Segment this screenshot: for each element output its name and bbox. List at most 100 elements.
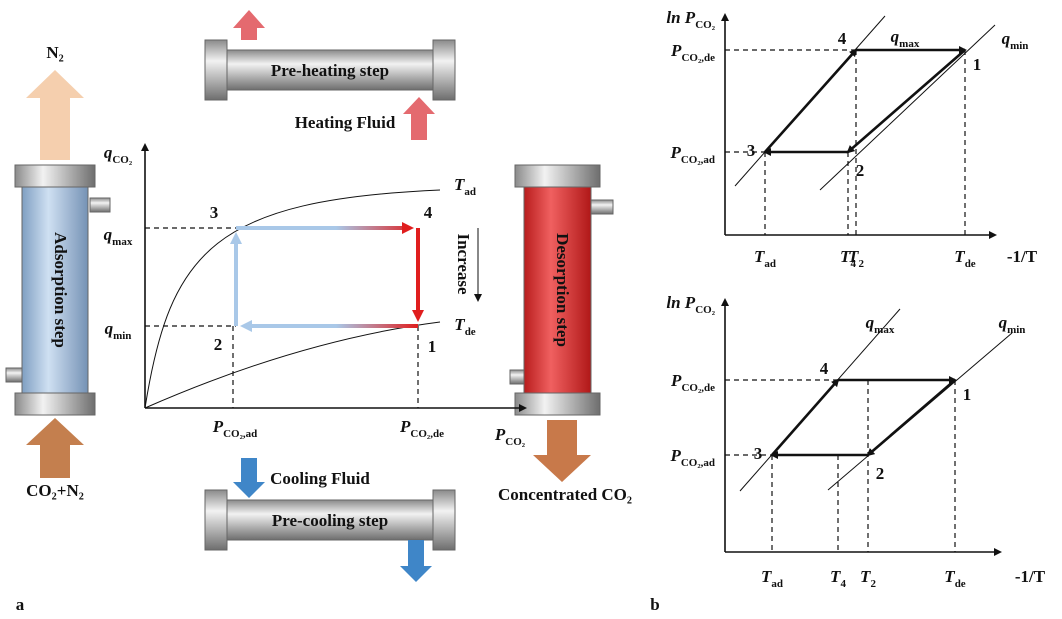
isotherm-label: Tad [454, 175, 476, 198]
subscript: de [965, 258, 976, 270]
subscript: min [1010, 40, 1028, 52]
level-label: PCO₂,de [670, 41, 715, 64]
panel-label: b [650, 595, 659, 614]
n2-arrow [26, 70, 84, 160]
subscript: ad [771, 578, 783, 590]
level-label: PCO₂,de [399, 417, 444, 440]
symbol: T [848, 247, 859, 266]
subscript: de [465, 326, 476, 338]
point-label: 3 [754, 444, 763, 463]
tube-label: Pre-heating step [271, 61, 389, 80]
symbol: T [454, 315, 465, 334]
level-label: Tad [761, 567, 783, 590]
point-label: 1 [963, 385, 972, 404]
symbol: T [754, 247, 765, 266]
point-label: 3 [747, 141, 756, 160]
level-label: qmin [105, 319, 132, 342]
subscript: 2 [858, 258, 864, 270]
level-label: Tad [754, 247, 776, 270]
subscript: 2 [870, 578, 876, 590]
isostere-label: qmin [1002, 29, 1029, 52]
feed-arrow [26, 418, 84, 478]
point-label: 4 [424, 203, 433, 222]
symbol: P [669, 446, 681, 465]
point-label: 1 [428, 337, 437, 356]
symbol: P [494, 425, 506, 444]
subscript: max [874, 324, 895, 336]
symbol: P [670, 41, 682, 60]
axis-label: ln PCO₂ [666, 8, 715, 31]
point-label: 3 [210, 203, 219, 222]
subscript: ad [464, 186, 476, 198]
figure: N₂ CO₂+N₂ Adsorption step Desorption step Co… [0, 0, 1062, 619]
subscript: de [955, 578, 966, 590]
subscript: CO₂,ad [681, 457, 715, 469]
symbol: T [944, 567, 955, 586]
cycle-step [848, 50, 965, 152]
level-label: PCO₂,ad [212, 417, 258, 440]
symbol: T [454, 175, 465, 194]
axis-label: -1/T [1007, 247, 1038, 266]
point-label: 2 [876, 464, 885, 483]
point-label: 4 [820, 359, 829, 378]
subscript: CO₂,ad [223, 428, 257, 440]
axis-label: -1/T [1015, 567, 1046, 586]
heat-in-arrow [403, 97, 435, 140]
point-label: 2 [856, 161, 865, 180]
subscript: CO₂ [695, 304, 716, 316]
cycle-plot [725, 15, 995, 235]
level-label: PCO₂,ad [669, 446, 715, 469]
subscript: CO₂ [695, 19, 716, 31]
subscript: CO₂,de [410, 428, 444, 440]
subscript: ad [764, 258, 776, 270]
cycle-plot [725, 300, 1012, 552]
cycle-step [772, 380, 838, 455]
isostere-label: qmin [999, 313, 1026, 336]
subscript: min [1007, 324, 1025, 336]
level-label: T4 [830, 567, 846, 590]
axis-label: PCO₂ [494, 425, 526, 448]
subscript: CO₂,de [681, 52, 715, 64]
gas-label: Concentrated CO₂ [498, 485, 632, 504]
symbol: T [830, 567, 841, 586]
cool-out-arrow [400, 540, 432, 582]
symbol: P [212, 417, 224, 436]
axis-label: ln PCO₂ [666, 293, 715, 316]
subscript: 4 [840, 578, 846, 590]
symbol: T [954, 247, 965, 266]
guide [725, 50, 856, 152]
point-label: 4 [838, 29, 847, 48]
level-label: PCO₂,ad [669, 143, 715, 166]
symbol: T [860, 567, 871, 586]
isostere-label: qmax [891, 27, 920, 50]
arrow-label: Increase [454, 233, 473, 295]
subscript: CO₂,ad [681, 154, 715, 166]
subscript: CO₂ [112, 154, 133, 166]
fluid-label: Heating Fluid [295, 113, 396, 132]
symbol: P [670, 371, 682, 390]
symbol: T [761, 567, 772, 586]
axis-label: qCO₂ [104, 143, 133, 166]
symbol: P [669, 143, 681, 162]
column-label: Desorption step [553, 233, 572, 347]
point-label: 2 [214, 335, 223, 354]
level-label: PCO₂,de [670, 371, 715, 394]
level-label: T2 [860, 567, 876, 590]
symbol: ln P [666, 293, 695, 312]
subscript: CO₂ [505, 436, 526, 448]
isostere-label: qmax [866, 313, 895, 336]
cycle-step [868, 380, 955, 455]
gas-label: N₂ [46, 43, 63, 62]
isotherm-label: Tde [454, 315, 476, 338]
tube-label: Pre-cooling step [272, 511, 388, 530]
column-label: Adsorption step [51, 232, 70, 348]
subscript: min [113, 330, 131, 342]
cool-in-arrow [233, 458, 265, 498]
gas-label: CO₂+N₂ [26, 481, 84, 500]
panel-label: a [16, 595, 25, 614]
symbol: ln P [666, 8, 695, 27]
point-label: 1 [973, 55, 982, 74]
cycle-step [765, 50, 856, 152]
symbol: P [399, 417, 411, 436]
subscript: max [899, 38, 920, 50]
